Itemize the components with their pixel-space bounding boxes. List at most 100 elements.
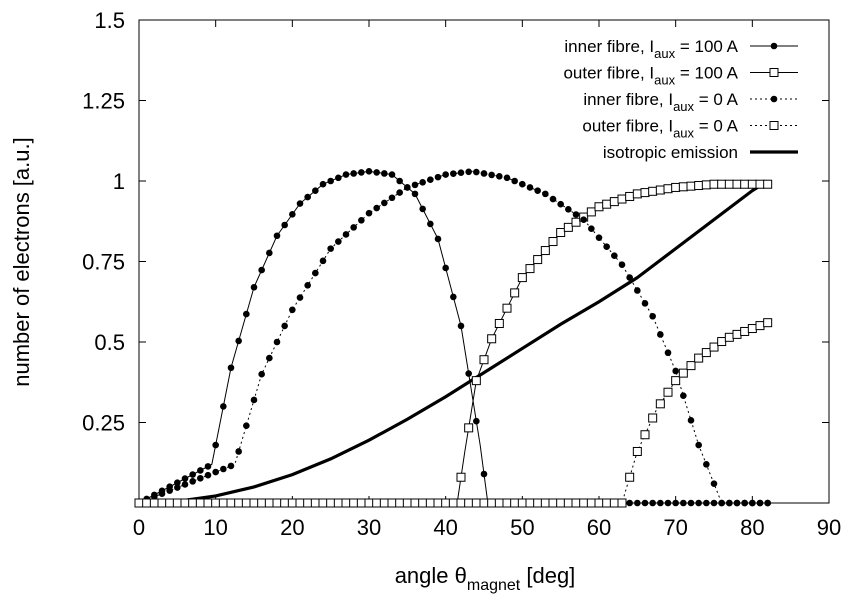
series-3-point bbox=[625, 472, 635, 482]
series-2-point bbox=[588, 225, 595, 232]
series-0-point bbox=[212, 441, 219, 449]
series-2-point bbox=[465, 168, 472, 176]
series-1-point bbox=[525, 264, 535, 274]
series-0-point bbox=[197, 467, 204, 474]
series-1-point bbox=[548, 237, 558, 247]
series-3-point bbox=[142, 498, 152, 508]
series-1-point bbox=[755, 179, 765, 189]
series-0-point bbox=[427, 220, 434, 228]
series-0-point bbox=[388, 171, 396, 178]
series-3-point bbox=[502, 498, 512, 508]
series-2-point bbox=[703, 461, 710, 468]
series-2-point bbox=[396, 189, 403, 196]
series-2-point bbox=[496, 173, 503, 180]
series-1-point bbox=[556, 228, 566, 238]
series-3-point bbox=[533, 498, 543, 508]
series-0-point bbox=[457, 322, 465, 330]
series-0-point bbox=[473, 417, 480, 425]
x-axis-label: angle θmagnet [deg] bbox=[395, 563, 576, 594]
series-2-point bbox=[634, 287, 641, 294]
y-tick-label: 1.5 bbox=[94, 8, 125, 33]
series-3-point bbox=[326, 498, 336, 508]
series-3-point bbox=[487, 498, 497, 508]
series-3-point bbox=[180, 498, 190, 508]
series-0-point bbox=[442, 264, 449, 272]
series-3-point bbox=[234, 498, 244, 508]
series-3-point bbox=[686, 361, 696, 371]
series-2-point bbox=[212, 468, 219, 476]
series-3-point bbox=[157, 498, 167, 508]
series-2-point bbox=[296, 294, 304, 301]
y-tick-label: 0.75 bbox=[82, 250, 125, 275]
series-2-point bbox=[273, 338, 281, 346]
x-tick-label: 0 bbox=[133, 515, 145, 540]
series-3-point bbox=[448, 498, 458, 508]
series-1-point bbox=[732, 179, 742, 189]
legend-label: isotropic emission bbox=[603, 143, 738, 162]
series-2-point bbox=[220, 465, 227, 473]
series-2-point bbox=[718, 499, 725, 507]
series-0-point bbox=[273, 232, 281, 240]
series-2-point bbox=[358, 216, 365, 224]
series-3-point bbox=[709, 342, 719, 352]
series-3-point bbox=[402, 498, 412, 508]
x-tick-label: 60 bbox=[587, 515, 611, 540]
series-1-point bbox=[671, 182, 681, 192]
series-1-point bbox=[602, 199, 612, 209]
series-0-point bbox=[634, 499, 641, 507]
y-tick-label: 1.25 bbox=[82, 89, 125, 114]
series-2-point bbox=[204, 471, 212, 479]
series-0-point bbox=[434, 235, 442, 243]
series-3-point bbox=[241, 498, 251, 508]
x-tick-label: 30 bbox=[357, 515, 381, 540]
series-0-point bbox=[304, 193, 311, 201]
x-tick-label: 40 bbox=[433, 515, 457, 540]
series-2-point bbox=[549, 195, 557, 203]
series-1-point bbox=[540, 246, 550, 256]
series-1-point bbox=[510, 288, 520, 298]
series-3-point bbox=[310, 498, 320, 508]
series-0-point bbox=[465, 370, 472, 377]
series-3-point bbox=[295, 498, 305, 508]
series-0-point bbox=[373, 169, 380, 176]
series-2-point bbox=[227, 462, 235, 470]
series-3-point bbox=[165, 498, 175, 508]
series-0-point bbox=[174, 479, 181, 486]
series-3-point bbox=[203, 498, 213, 508]
series-0-point bbox=[327, 177, 334, 185]
series-1-point bbox=[571, 217, 581, 227]
series-2-point bbox=[404, 184, 411, 191]
series-2-point bbox=[503, 174, 511, 182]
series-3-point bbox=[134, 498, 144, 508]
series-2-point bbox=[250, 396, 258, 404]
series-3-point bbox=[617, 498, 627, 508]
series-2-point bbox=[335, 238, 342, 245]
series-0-point bbox=[281, 221, 288, 229]
series-3-point bbox=[510, 498, 520, 508]
series-0-point bbox=[335, 174, 342, 182]
x-tick-label: 70 bbox=[663, 515, 687, 540]
series-0-point bbox=[703, 499, 710, 507]
series-3-point bbox=[609, 498, 619, 508]
series-3-point bbox=[678, 368, 688, 378]
ticks: 0 10 20 30 40 50 60 70 80 90 0.25 0.5 0.75 1 1.25 1.5 bbox=[82, 8, 841, 540]
series-1-point bbox=[763, 179, 773, 189]
series-2-point bbox=[189, 478, 196, 485]
series-0-point bbox=[312, 187, 319, 194]
series-2-point bbox=[258, 370, 265, 378]
series-3-point bbox=[755, 321, 765, 331]
series-3-point bbox=[594, 498, 604, 508]
series-0-point bbox=[227, 364, 235, 372]
series-2-point bbox=[695, 441, 702, 449]
series-2-point bbox=[174, 484, 181, 491]
series-3-point bbox=[648, 413, 658, 423]
series-1-point bbox=[632, 189, 642, 199]
series-3-point bbox=[287, 498, 297, 508]
series-2-point bbox=[733, 499, 741, 507]
series-2-point bbox=[373, 204, 380, 212]
series-3-point bbox=[571, 498, 581, 508]
series-0-point bbox=[365, 168, 373, 175]
series-2-point bbox=[641, 300, 649, 307]
legend-label: outer fibre, Iaux = 0 A bbox=[582, 117, 738, 141]
